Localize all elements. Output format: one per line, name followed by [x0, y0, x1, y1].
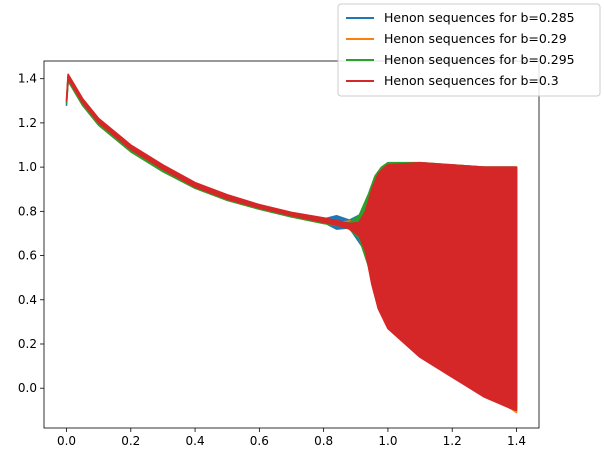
y-tick-label: 1.4 — [18, 72, 37, 86]
legend: Henon sequences for b=0.285 Henon sequenc… — [337, 3, 601, 97]
y-tick-label: 0.0 — [18, 381, 37, 395]
legend-label-1: Henon sequences for b=0.285 — [384, 10, 575, 25]
axes-frame — [43, 60, 540, 429]
x-tick-label: 0.2 — [121, 434, 140, 448]
y-tick-label: 0.6 — [18, 249, 37, 263]
x-tick-label: 0.8 — [314, 434, 333, 448]
legend-box — [337, 3, 601, 97]
series-band-4 — [65, 73, 518, 412]
x-tick-label: 0.0 — [57, 434, 76, 448]
y-tick-label: 0.8 — [18, 204, 37, 218]
x-tick-label: 1.0 — [378, 434, 397, 448]
legend-label-4: Henon sequences for b=0.3 — [384, 73, 559, 88]
y-tick-label: 0.2 — [18, 337, 37, 351]
legend-label-2: Henon sequences for b=0.29 — [384, 31, 567, 46]
legend-label-3: Henon sequences for b=0.295 — [384, 52, 575, 67]
x-tick-label: 0.4 — [186, 434, 205, 448]
x-tick-label: 1.2 — [443, 434, 462, 448]
y-tick-label: 0.4 — [18, 293, 37, 307]
x-tick-label: 1.4 — [507, 434, 526, 448]
plot-area — [65, 73, 518, 414]
y-tick-label: 1.0 — [18, 160, 37, 174]
y-tick-label: 1.2 — [18, 116, 37, 130]
axes: 0.0 0.2 0.4 0.6 0.8 1.0 1.2 1.4 0.0 0.2 0.4 0.6 0.8 1… — [18, 60, 540, 448]
x-tick-label: 0.6 — [250, 434, 269, 448]
